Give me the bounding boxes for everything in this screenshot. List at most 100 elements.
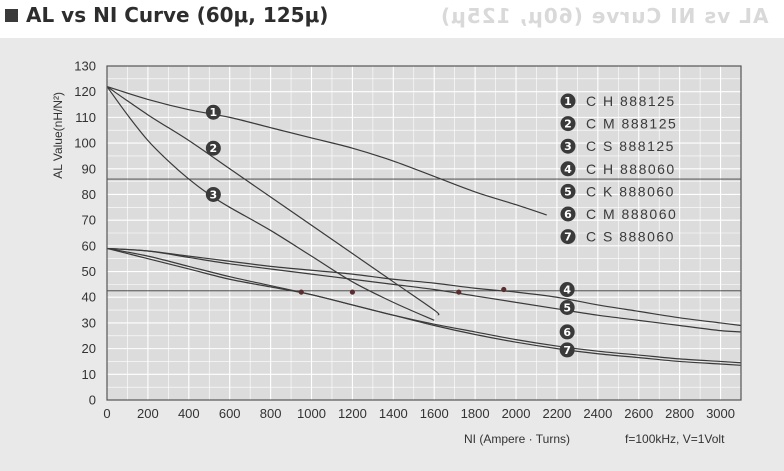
x-tick-label: 1000 [297, 406, 326, 421]
x-tick-label: 400 [178, 406, 200, 421]
curve-5 [106, 247, 742, 333]
x-tick-label: 1400 [379, 406, 408, 421]
curve-4 [106, 247, 742, 327]
curve-1 [106, 85, 547, 216]
badge-circle [560, 229, 576, 245]
curve-badge-7: 7 [559, 342, 575, 358]
badge-circle [560, 93, 576, 109]
reference-lines [107, 178, 741, 292]
title-bar: AL vs NI Curve (60μ, 125μ) [0, 0, 784, 30]
y-tick-label: 50 [82, 264, 96, 279]
x-axis-label: NI (Ampere · Turns) [464, 432, 570, 446]
badge-number: 1 [210, 106, 218, 119]
legend-badge-5: 5 [560, 183, 576, 199]
curve-2 [106, 86, 440, 316]
x-tick-label: 2400 [583, 406, 612, 421]
ghost-title: AL vs NI Curve (60μ, 125μ) [440, 4, 769, 28]
y-tick-label: 0 [89, 393, 96, 408]
curves [106, 85, 742, 366]
y-tick-label: 60 [82, 238, 96, 253]
curve-3 [106, 86, 435, 321]
badge-circle [559, 324, 575, 340]
badge-circle [560, 138, 576, 154]
plot-frame [106, 65, 742, 401]
badge-number: 3 [210, 188, 218, 201]
badge-circle [560, 161, 576, 177]
badge-number: 2 [564, 118, 572, 131]
x-tick-label: 600 [219, 406, 241, 421]
legend-label: C H 888125 [586, 93, 676, 109]
badge-number: 5 [564, 185, 572, 198]
y-tick-label: 90 [82, 161, 96, 176]
y-tick-label: 110 [75, 110, 96, 125]
axes: 0 200 400 600 800 1000 1200 1400 1600 1800 2000 220… [74, 59, 742, 421]
badge-number: 7 [564, 231, 572, 244]
data-point-marker [298, 289, 304, 295]
curve-badge-1: 1 [205, 104, 221, 120]
page-title: AL vs NI Curve (60μ, 125μ) [26, 3, 329, 27]
curve-badges: 1 2 3 4 5 6 7 [205, 104, 575, 358]
title-square-icon [5, 8, 18, 22]
badge-circle [560, 206, 576, 222]
markers [298, 286, 507, 295]
x-tick-label: 800 [260, 406, 282, 421]
badge-circle [559, 342, 575, 358]
legend-badge-4: 4 [560, 161, 576, 177]
y-tick-label: 40 [82, 290, 96, 305]
badge-number: 2 [210, 142, 218, 155]
badge-number: 4 [563, 284, 571, 297]
data-point-marker [349, 289, 356, 295]
y-tick-label: 30 [82, 315, 96, 330]
x-tick-label: 1600 [420, 406, 449, 421]
legend-label: C M 888125 [586, 116, 677, 132]
data-point-marker [456, 289, 462, 295]
badge-circle [559, 300, 575, 316]
curve-6 [106, 247, 742, 364]
legend-label: C H 888060 [586, 161, 676, 177]
y-tick-label: 10 [82, 367, 96, 382]
y-tick-label: 120 [74, 84, 96, 99]
legend-label: C K 888060 [586, 183, 675, 199]
y-axis-label: AL Value(nH/N²) [51, 92, 65, 179]
badge-circle [205, 186, 221, 202]
x-tick-label: 0 [103, 406, 110, 421]
x-tick-label: 200 [137, 406, 159, 421]
badge-circle [205, 140, 221, 156]
legend: 1 C H 888125 2 C M 888125 3 C S 888125 4 C H 88… [560, 93, 677, 245]
badge-number: 1 [564, 95, 572, 108]
x-tick-label: 1800 [461, 406, 490, 421]
x-tick-label: 2800 [665, 406, 694, 421]
curve-badge-6: 6 [559, 324, 575, 340]
curve-badge-3: 3 [205, 186, 221, 202]
curve-badge-5: 5 [559, 300, 575, 316]
legend-badge-7: 7 [560, 229, 576, 245]
legend-badge-3: 3 [560, 138, 576, 154]
legend-badge-2: 2 [560, 116, 576, 132]
badge-circle [560, 116, 576, 132]
curve-badge-2: 2 [205, 140, 221, 156]
x-tick-label: 1200 [338, 406, 367, 421]
legend-label: C M 888060 [586, 206, 677, 222]
badge-circle [205, 104, 221, 120]
badge-number: 3 [564, 140, 572, 153]
badge-number: 6 [564, 208, 572, 221]
chart-note: f=100kHz, V=1Volt [625, 432, 725, 446]
x-tick-label: 2000 [502, 406, 531, 421]
legend-badge-6: 6 [560, 206, 576, 222]
legend-badge-1: 1 [560, 93, 576, 109]
y-tick-label: 100 [74, 136, 96, 151]
badge-circle [559, 282, 575, 298]
curve-badge-4: 4 [559, 282, 575, 298]
x-tick-label: 2200 [542, 406, 571, 421]
curve-7 [106, 247, 742, 366]
legend-label: C S 888060 [586, 229, 675, 245]
y-tick-label: 130 [74, 59, 96, 74]
legend-label: C S 888125 [586, 138, 675, 154]
badge-circle [560, 183, 576, 199]
x-tick-label: 2600 [624, 406, 653, 421]
y-tick-label: 20 [82, 341, 96, 356]
badge-number: 4 [564, 163, 572, 176]
x-tick-label: 3000 [706, 406, 735, 421]
